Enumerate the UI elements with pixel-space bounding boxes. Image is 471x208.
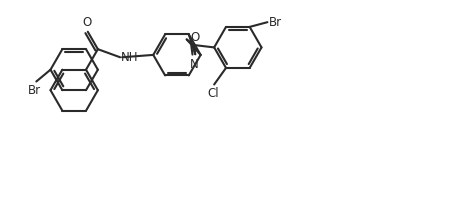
Text: Br: Br [268, 16, 282, 29]
Text: Br: Br [28, 84, 41, 98]
Text: NH: NH [121, 51, 138, 64]
Text: O: O [82, 16, 91, 29]
Text: Cl: Cl [207, 87, 219, 100]
Text: N: N [190, 58, 199, 71]
Text: O: O [191, 31, 200, 44]
